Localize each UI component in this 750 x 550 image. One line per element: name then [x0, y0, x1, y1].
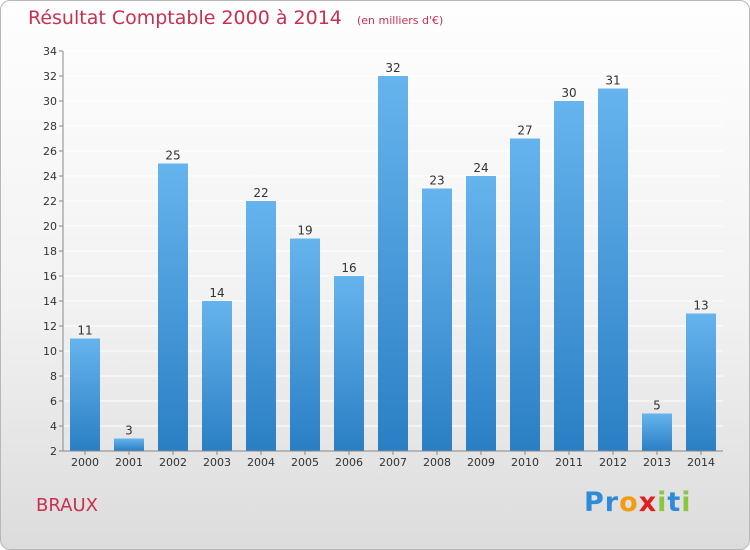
data-label: 13	[693, 299, 708, 313]
y-tick-label: 26	[43, 145, 57, 158]
logo-letter: x	[638, 487, 658, 518]
y-tick-label: 24	[43, 170, 57, 183]
proxiti-logo[interactable]: Proxiti	[584, 487, 692, 518]
x-tick-label: 2013	[643, 456, 671, 469]
y-tick-label: 28	[43, 120, 57, 133]
y-tick-label: 4	[50, 420, 57, 433]
bar-2000	[70, 338, 100, 451]
bar-2002	[158, 163, 188, 451]
unit-note: (en milliers d'€)	[356, 14, 444, 27]
data-label: 31	[605, 74, 620, 88]
data-label: 24	[473, 161, 488, 175]
data-label: 32	[385, 61, 400, 75]
y-tick-label: 2	[50, 445, 57, 458]
x-tick-label: 2004	[247, 456, 275, 469]
x-tick-label: 2012	[599, 456, 627, 469]
bar-2014	[686, 313, 716, 451]
y-tick-label: 14	[43, 295, 57, 308]
y-tick-label: 18	[43, 245, 57, 258]
data-label: 27	[517, 124, 532, 138]
y-tick-label: 6	[50, 395, 57, 408]
data-label: 14	[209, 286, 224, 300]
x-tick-label: 2006	[335, 456, 363, 469]
bar-2001	[114, 438, 144, 451]
data-label: 11	[77, 324, 92, 338]
bar-2007	[378, 76, 408, 451]
x-tick-label: 2008	[423, 456, 451, 469]
y-tick-label: 10	[43, 345, 57, 358]
logo-letter: i	[657, 487, 668, 518]
bar-2009	[466, 176, 496, 451]
logo-letter: r	[604, 487, 620, 518]
bars: 11 3 25 14 22 19 16 32 23 24 27 30 31 5 13	[70, 61, 716, 451]
bar-2003	[202, 301, 232, 451]
bar-2005	[290, 238, 320, 451]
data-label: 19	[297, 224, 312, 238]
title-text: Résultat Comptable 2000 à 2014	[28, 7, 342, 29]
data-label: 16	[341, 261, 356, 275]
x-axis: 2000 2001 2002 2003 2004 2005 2006 2007 2008 2009…	[63, 450, 723, 469]
data-label: 23	[429, 174, 444, 188]
y-tick-label: 20	[43, 220, 57, 233]
x-tick-label: 2005	[291, 456, 319, 469]
y-tick-label: 12	[43, 320, 57, 333]
x-tick-label: 2011	[555, 456, 583, 469]
data-label: 30	[561, 86, 576, 100]
data-label: 5	[653, 399, 661, 413]
bar-2013	[642, 413, 672, 451]
y-tick-label: 22	[43, 195, 57, 208]
x-tick-label: 2010	[511, 456, 539, 469]
y-tick-label: 32	[43, 70, 57, 83]
x-tick-label: 2007	[379, 456, 407, 469]
logo-letter: o	[619, 487, 639, 518]
chart-title: Résultat Comptable 2000 à 2014 (en milli…	[28, 7, 443, 29]
data-label: 3	[125, 424, 133, 438]
logo-letter: i	[681, 487, 692, 518]
bar-2012	[598, 88, 628, 451]
y-tick-label: 30	[43, 95, 57, 108]
bar-2008	[422, 188, 452, 451]
x-tick-label: 2009	[467, 456, 495, 469]
bar-2006	[334, 276, 364, 451]
x-tick-label: 2000	[71, 456, 99, 469]
data-label: 22	[253, 186, 268, 200]
logo-letter: P	[584, 487, 605, 518]
logo-letter: t	[667, 487, 682, 518]
commune-name: BRAUX	[36, 495, 98, 516]
x-tick-label: 2001	[115, 456, 143, 469]
x-tick-label: 2003	[203, 456, 231, 469]
data-label: 25	[165, 149, 180, 163]
x-tick-label: 2014	[687, 456, 715, 469]
y-tick-label: 8	[50, 370, 57, 383]
y-tick-label: 34	[43, 45, 57, 58]
bar-2010	[510, 138, 540, 451]
bar-2011	[554, 101, 584, 451]
x-tick-label: 2002	[159, 456, 187, 469]
y-tick-label: 16	[43, 270, 57, 283]
bar-2004	[246, 201, 276, 451]
